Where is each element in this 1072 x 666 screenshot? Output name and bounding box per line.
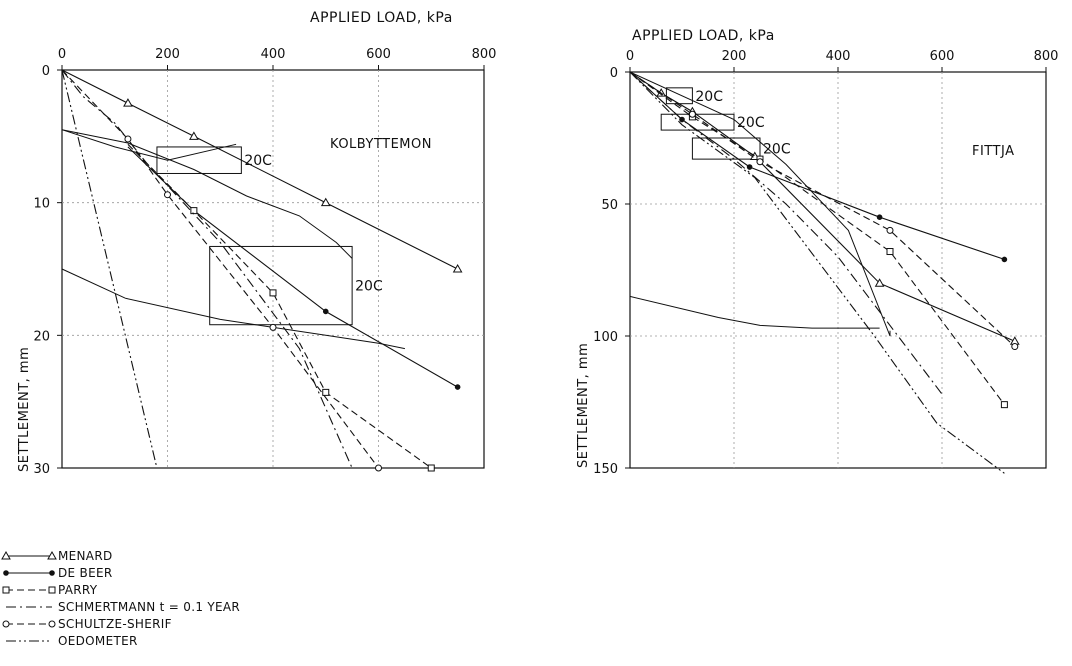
series-schultze-sherif-line <box>61 69 379 469</box>
series-de-beer-line <box>127 146 458 388</box>
legend-item-parry-marker <box>48 586 56 594</box>
series-schultze-sherif-marker <box>375 464 382 472</box>
legend-item-de-beer-label: DE BEER <box>58 566 112 580</box>
series-schmertmann-t-0-1-year-line <box>61 69 353 469</box>
x-tick-label: 0 <box>58 47 66 62</box>
series-oedometer-line <box>629 71 1005 474</box>
creep-box <box>691 137 761 160</box>
creep-box <box>209 245 353 326</box>
series-menard-marker <box>452 263 463 273</box>
creep-label: 20C <box>737 115 765 131</box>
x-axis-title: APPLIED LOAD, kPa <box>310 10 453 26</box>
creep-label: 20C <box>695 89 723 105</box>
series-schultze-sherif-marker <box>164 191 171 199</box>
series-de-beer-marker <box>322 308 329 315</box>
creep-label: 20C <box>244 153 272 169</box>
series-schultze-sherif-marker <box>886 226 894 234</box>
legend: MENARD DE BEER PARRY SCHMERTMANN t = 0.1 YE… <box>1 549 240 648</box>
legend-item-parry-marker <box>2 586 10 594</box>
legend-item-schultze-sherif-marker <box>2 620 10 628</box>
series-schultze-sherif-marker <box>1011 343 1019 351</box>
plot-frame <box>61 69 485 469</box>
legend-item-schultze-sherif-marker <box>48 620 56 628</box>
creep-label: 20C <box>763 142 791 158</box>
series-schultze-sherif-marker <box>269 323 277 331</box>
series-menard-marker <box>874 278 885 287</box>
site-label: FITTJA <box>972 144 1014 159</box>
series-de-beer-marker <box>746 164 753 170</box>
series-de-beer-line <box>629 71 1005 260</box>
series-parry-marker <box>190 207 198 215</box>
series-parry-marker <box>886 248 894 256</box>
x-tick-label: 200 <box>155 47 180 62</box>
chart-kolbyttemon: APPLIED LOAD, kPa KOLBYTTEMON SETTLEMENT… <box>17 10 496 477</box>
load-test-curve <box>61 129 237 161</box>
site-label: KOLBYTTEMON <box>330 137 432 152</box>
x-axis-title: APPLIED LOAD, kPa <box>632 28 775 44</box>
series-oedometer-line <box>61 69 158 469</box>
y-tick-label: 100 <box>593 330 618 345</box>
x-tick-label: 600 <box>930 49 955 64</box>
legend-item-menard-label: MENARD <box>58 549 113 563</box>
creep-label: 20C <box>355 279 383 295</box>
load-test-curve <box>61 268 405 350</box>
y-tick-label: 0 <box>42 64 50 79</box>
series-menard-marker <box>320 197 331 207</box>
x-tick-label: 200 <box>722 49 747 64</box>
x-tick-label: 0 <box>626 49 634 64</box>
x-tick-label: 600 <box>366 47 391 62</box>
series-de-beer-marker <box>876 214 883 220</box>
legend-item-de-beer-marker <box>3 570 9 576</box>
series-parry-marker <box>427 464 435 472</box>
y-tick-label: 0 <box>610 66 618 81</box>
series-parry-marker <box>1000 401 1008 409</box>
legend-item-parry-label: PARRY <box>58 583 98 597</box>
load-test-curve <box>629 295 880 329</box>
series-parry-marker <box>322 388 330 396</box>
legend-item-schultze-sherif-label: SCHULTZE-SHERIF <box>58 617 172 631</box>
x-tick-label: 400 <box>261 47 286 62</box>
legend-item-schmertmann-t-0-1-year-label: SCHMERTMANN t = 0.1 YEAR <box>58 600 240 614</box>
series-menard-line <box>61 69 458 270</box>
y-tick-label: 30 <box>33 462 50 477</box>
creep-box <box>660 113 735 131</box>
y-tick-label: 50 <box>601 198 618 213</box>
legend-item-menard-marker <box>1 550 11 560</box>
series-de-beer-marker <box>1001 256 1008 263</box>
y-tick-label: 150 <box>593 462 618 477</box>
series-parry-marker <box>269 289 277 297</box>
load-test-curve <box>61 129 353 259</box>
y-tick-label: 10 <box>33 197 50 212</box>
x-tick-label: 800 <box>1034 49 1059 64</box>
series-schultze-sherif-marker <box>124 135 132 143</box>
legend-item-oedometer-label: OEDOMETER <box>58 634 138 648</box>
series-schultze-sherif-marker <box>756 158 764 166</box>
y-axis-title: SETTLEMENT, mm <box>17 347 32 472</box>
series-menard-marker <box>123 98 133 107</box>
series-schultze-sherif-marker <box>688 110 696 118</box>
y-axis-title: SETTLEMENT, mm <box>576 343 591 468</box>
series-menard-marker <box>189 131 199 140</box>
series-schmertmann-t-0-1-year-line <box>629 71 943 395</box>
chart-fittja: APPLIED LOAD, kPa FITTJA SETTLEMENT, mm … <box>576 28 1058 477</box>
series-parry-line <box>127 143 432 469</box>
y-tick-label: 20 <box>33 329 50 344</box>
legend-item-menard-marker <box>47 550 57 560</box>
series-menard-line <box>629 71 1016 342</box>
load-test-curve <box>629 71 891 337</box>
x-tick-label: 400 <box>826 49 851 64</box>
series-de-beer-marker <box>454 384 461 390</box>
legend-item-de-beer-marker <box>49 570 55 576</box>
x-tick-label: 800 <box>472 47 497 62</box>
